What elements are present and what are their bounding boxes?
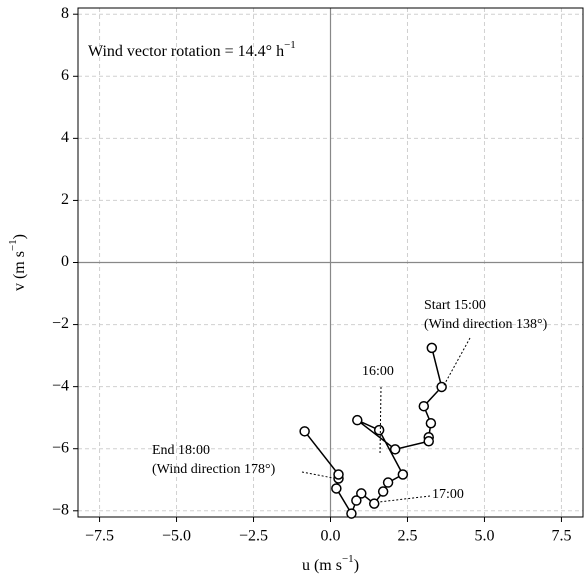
- point: [425, 418, 437, 429]
- x-tick-label: 7.5: [551, 528, 571, 545]
- point: [389, 444, 401, 455]
- y-tick-label: −8: [52, 501, 69, 518]
- callout-label: 17:00: [432, 487, 464, 502]
- point: [382, 477, 394, 488]
- annotation-text: Wind vector rotation = 14.4° h: [88, 43, 284, 60]
- x-axis-label-tail: ): [354, 557, 359, 574]
- y-tick-label: −2: [52, 315, 69, 332]
- point: [346, 508, 357, 519]
- point: [397, 469, 409, 480]
- x-tick-label: −7.5: [85, 528, 114, 545]
- point: [368, 498, 380, 509]
- y-tick-label: 8: [61, 5, 69, 22]
- callout-label: (Wind direction 178°): [152, 462, 276, 477]
- y-tick-label: 4: [61, 129, 69, 146]
- point: [331, 483, 342, 494]
- callout-arrow: [442, 337, 471, 388]
- plot-frame: [77, 7, 584, 518]
- point: [356, 488, 367, 499]
- x-tick-label: 0.0: [321, 528, 341, 545]
- point: [299, 426, 310, 437]
- annotation-sup: −1: [284, 39, 296, 51]
- point: [426, 342, 438, 354]
- point: [423, 436, 434, 447]
- x-tick-label: −2.5: [239, 528, 268, 545]
- callout-label: End 18:00: [152, 443, 210, 458]
- point: [373, 424, 385, 436]
- x-tick-label: −5.0: [162, 528, 191, 545]
- callout-arrow: [378, 495, 431, 503]
- y-tick-label: −6: [52, 439, 69, 456]
- y-tick-label: 0: [61, 253, 69, 270]
- callout-arrow: [301, 471, 334, 479]
- y-axis-label-text: v (m s: [11, 251, 28, 291]
- point: [418, 400, 430, 412]
- x-axis-label-sup: −1: [342, 553, 354, 565]
- annotation: Wind vector rotation = 14.4° h−1: [88, 39, 296, 60]
- y-axis-label-sup: −1: [7, 239, 19, 251]
- callout-label: 16:00: [362, 364, 394, 379]
- point: [351, 495, 362, 506]
- y-tick-label: −4: [52, 377, 69, 394]
- x-tick-label: 5.0: [474, 528, 494, 545]
- callout-label: Start 15:00: [424, 298, 486, 313]
- callout-arrow: [379, 386, 382, 456]
- point: [333, 469, 344, 480]
- point: [352, 414, 363, 426]
- point: [377, 486, 389, 497]
- callout-label: (Wind direction 138°): [424, 317, 548, 332]
- y-tick-label: 2: [61, 191, 69, 208]
- x-axis-label-text: u (m s: [302, 557, 342, 574]
- y-axis-label: v (m s−1): [7, 234, 28, 291]
- x-tick-label: 2.5: [397, 528, 417, 545]
- x-axis-label: u (m s−1): [302, 553, 359, 574]
- y-tick-label: 6: [61, 67, 69, 84]
- y-axis-label-tail: ): [11, 234, 28, 239]
